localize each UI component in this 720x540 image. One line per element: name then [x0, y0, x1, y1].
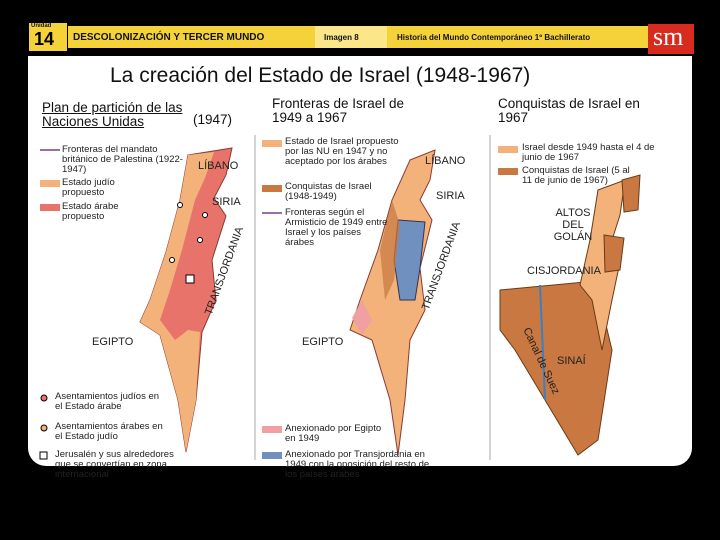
legend-item: Anexionado por Transjordania en 1949 con… — [285, 449, 430, 480]
image-box — [315, 26, 387, 48]
image-number: Imagen 8 — [324, 33, 359, 42]
unit-box — [28, 22, 68, 52]
course: Historia del Mundo Contemporáneo 1º Bach… — [397, 33, 591, 42]
legend-item: Conquistas de Israel (1948-1949) — [285, 181, 372, 202]
map-heading: Plan de partición de las Naciones Unidas — [42, 100, 183, 129]
place-label: LÍBANO — [425, 155, 466, 167]
place-label: EGIPTO — [92, 336, 134, 348]
place-label: LÍBANO — [198, 160, 239, 172]
legend-item: Estado judío propuesto — [62, 177, 115, 198]
logo: sm — [653, 22, 684, 51]
unit-label: Unidad — [31, 23, 52, 29]
place-label: CISJORDANIA — [527, 265, 601, 277]
header-topic: DESCOLONIZACIÓN Y TERCER MUNDO — [73, 32, 265, 43]
place-label: EGIPTO — [302, 336, 344, 348]
legend-item: Fronteras del mandato británico de Pales… — [62, 144, 183, 175]
unit-number: 14 — [34, 29, 55, 49]
place-label: SIRIA — [212, 196, 241, 208]
map-heading: Fronteras de Israel de 1949 a 1967 — [272, 96, 405, 125]
logo-box — [648, 24, 694, 54]
legend-item: Jerusalén y sus alrededores que se conve… — [55, 449, 174, 480]
legend-item: Israel desde 1949 hasta el 4 de junio de… — [522, 142, 655, 163]
map-3 — [499, 174, 641, 456]
legend-item: Asentamientos judíos en el Estado árabe — [55, 391, 160, 412]
map-1 — [139, 147, 233, 453]
legend-item: Asentamientos árabes en el Estado judío — [55, 421, 163, 442]
legend-item: Estado de Israel propuesto por las NU en… — [285, 136, 399, 167]
legend-item: Estado árabe propuesto — [62, 201, 119, 222]
legend-item: Conquistas de Israel (5 al 11 de junio d… — [522, 165, 630, 186]
title: La creación del Estado de Israel (1948-1… — [110, 64, 531, 87]
map-heading-year: (1947) — [193, 112, 233, 127]
place-label: SIRIA — [436, 190, 465, 202]
place-label: SINAÍ — [557, 355, 586, 367]
map-2 — [349, 149, 436, 456]
legend-item: Fronteras según el Armisticio de 1949 en… — [285, 207, 388, 248]
legend-item: Anexionado por Egipto en 1949 — [285, 423, 382, 444]
map-heading: Conquistas de Israel en 1967 — [498, 96, 640, 125]
place-label: ALTOS DEL GOLÁN — [553, 207, 593, 243]
